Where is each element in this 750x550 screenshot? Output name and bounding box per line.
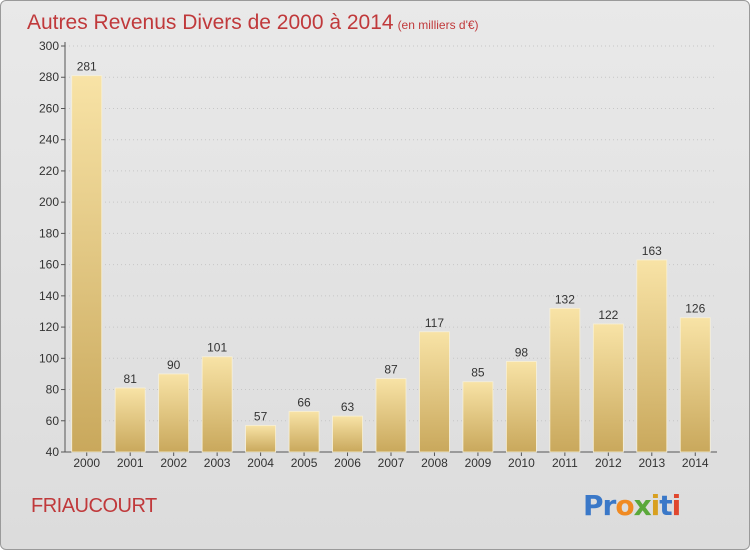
proxiti-logo: Proxiti bbox=[583, 489, 682, 522]
bar bbox=[592, 323, 624, 453]
bars bbox=[71, 75, 711, 453]
data-label: 117 bbox=[425, 316, 444, 330]
bar bbox=[114, 387, 146, 453]
x-tick-label: 2001 bbox=[117, 456, 144, 470]
x-tick-label: 2012 bbox=[595, 456, 622, 470]
x-tick-label: 2014 bbox=[682, 456, 709, 470]
y-tick-label: 180 bbox=[39, 226, 59, 240]
x-tick-label: 2007 bbox=[378, 456, 405, 470]
y-tick-label: 220 bbox=[39, 164, 59, 178]
y-tick-label: 100 bbox=[39, 351, 59, 365]
x-tick-label: 2010 bbox=[508, 456, 535, 470]
logo-letter: x bbox=[633, 489, 652, 522]
logo-letter: o bbox=[615, 489, 634, 522]
data-label: 90 bbox=[167, 358, 181, 372]
y-tick-label: 40 bbox=[46, 445, 60, 459]
data-label: 101 bbox=[207, 341, 227, 355]
data-label: 81 bbox=[124, 372, 138, 386]
data-label: 281 bbox=[77, 60, 97, 74]
y-tick-label: 140 bbox=[39, 289, 59, 303]
logo-letter: r bbox=[602, 489, 617, 522]
y-tick-label: 240 bbox=[39, 133, 59, 147]
bar bbox=[332, 415, 363, 453]
data-labels: 281 81 90 101 57 66 63 87 117 85 98 132 122 163 126 bbox=[77, 60, 706, 424]
chart-title-text: Autres Revenus Divers de 2000 à 2014 bbox=[27, 11, 394, 34]
bar bbox=[288, 410, 320, 453]
x-tick-label: 2004 bbox=[247, 456, 274, 470]
y-tick-label: 160 bbox=[39, 258, 59, 272]
y-tick-label: 280 bbox=[39, 70, 59, 84]
bar bbox=[245, 425, 277, 453]
data-label: 85 bbox=[471, 366, 485, 380]
bar bbox=[71, 75, 103, 453]
bar bbox=[158, 373, 190, 453]
y-tick-label: 60 bbox=[46, 414, 60, 428]
x-tick-label: 2002 bbox=[160, 456, 187, 470]
y-tick-label: 300 bbox=[39, 39, 59, 53]
x-tick-label: 2008 bbox=[421, 456, 448, 470]
y-tick-label: 200 bbox=[39, 195, 59, 209]
y-tick-labels: 40 60 80 100 120 140 160 180 200 220 240 260 280 300 bbox=[39, 39, 59, 459]
bar bbox=[505, 361, 537, 453]
bar bbox=[679, 317, 711, 453]
data-label: 163 bbox=[642, 244, 662, 258]
logo-letter: P bbox=[583, 489, 604, 522]
data-label: 63 bbox=[341, 400, 355, 414]
data-label: 122 bbox=[598, 308, 618, 322]
bar bbox=[636, 259, 668, 453]
x-tick-label: 2011 bbox=[552, 456, 578, 470]
x-tick-labels: 2000 2001 2002 2003 2004 2005 2006 2007 2008 2009… bbox=[73, 456, 709, 470]
logo-letter: i bbox=[671, 489, 682, 522]
location-name: FRIAUCOURT bbox=[31, 495, 157, 517]
x-tick-label: 2009 bbox=[465, 456, 492, 470]
x-tick-label: 2006 bbox=[334, 456, 361, 470]
bar bbox=[201, 356, 233, 453]
y-tick-label: 120 bbox=[39, 320, 59, 334]
data-label: 66 bbox=[297, 395, 311, 409]
x-tick-label: 2005 bbox=[291, 456, 318, 470]
x-tick-label: 2013 bbox=[638, 456, 665, 470]
bar bbox=[549, 307, 581, 453]
x-tick-label: 2003 bbox=[204, 456, 231, 470]
chart-title: Autres Revenus Divers de 2000 à 2014 (en … bbox=[27, 11, 479, 35]
logo-letter: i bbox=[650, 489, 661, 522]
bar bbox=[375, 378, 407, 453]
bar bbox=[419, 331, 450, 453]
data-label: 126 bbox=[685, 302, 705, 316]
data-label: 57 bbox=[254, 409, 268, 423]
bar bbox=[462, 381, 494, 453]
chart-subtitle: (en milliers d'€) bbox=[397, 18, 479, 32]
y-tick-label: 80 bbox=[46, 383, 60, 397]
y-tick-label: 260 bbox=[39, 101, 59, 115]
data-label: 132 bbox=[555, 292, 575, 306]
data-label: 98 bbox=[515, 345, 529, 359]
x-tick-label: 2000 bbox=[73, 456, 100, 470]
logo-letter: t bbox=[659, 489, 672, 522]
data-label: 87 bbox=[384, 363, 398, 377]
